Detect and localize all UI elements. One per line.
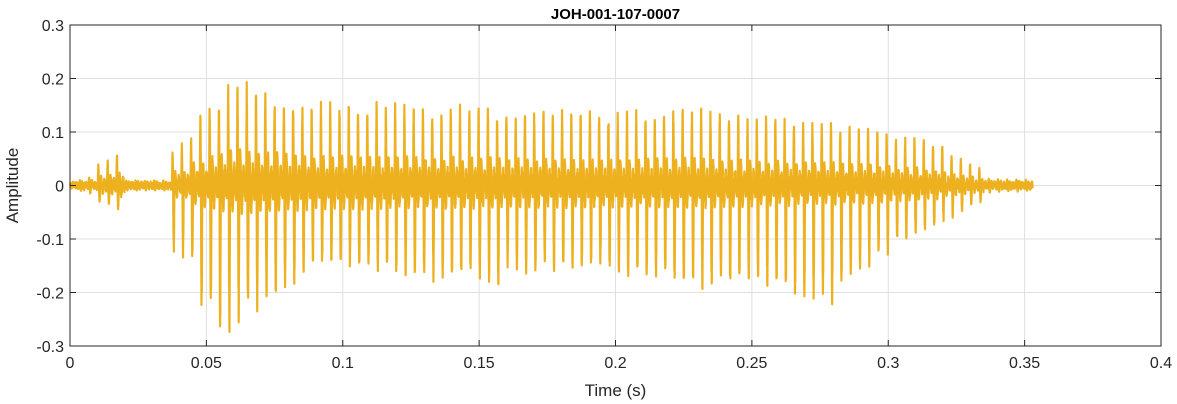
waveform-line [68, 80, 1034, 333]
x-tick-label: 0.15 [464, 355, 495, 372]
data-layer [68, 80, 1034, 333]
y-tick-label: -0.1 [36, 232, 64, 249]
y-tick-label: 0.3 [42, 18, 64, 35]
x-tick-label: 0.05 [191, 355, 222, 372]
y-tick-label: 0 [55, 179, 64, 196]
y-tick-label: 0.1 [42, 125, 64, 142]
x-tick-label: 0.1 [332, 355, 354, 372]
x-tick-label: 0.4 [1150, 355, 1172, 372]
x-axis-label: Time (s) [585, 381, 647, 400]
ticks: 0 0.05 0.1 0.15 0.2 0.25 0.3 0.35 0.4 -0.3 -0.2 -0.… [36, 18, 1172, 372]
chart-title: JOH-001-107-0007 [551, 6, 680, 23]
x-tick-label: 0 [66, 355, 75, 372]
x-tick-label: 0.25 [736, 355, 767, 372]
x-tick-label: 0.3 [877, 355, 899, 372]
y-axis-label: Amplitude [3, 148, 22, 224]
x-tick-label: 0.35 [1009, 355, 1040, 372]
y-tick-label: 0.2 [42, 72, 64, 89]
y-tick-label: -0.2 [36, 286, 64, 303]
x-tick-label: 0.2 [604, 355, 626, 372]
y-tick-label: -0.3 [36, 339, 64, 356]
